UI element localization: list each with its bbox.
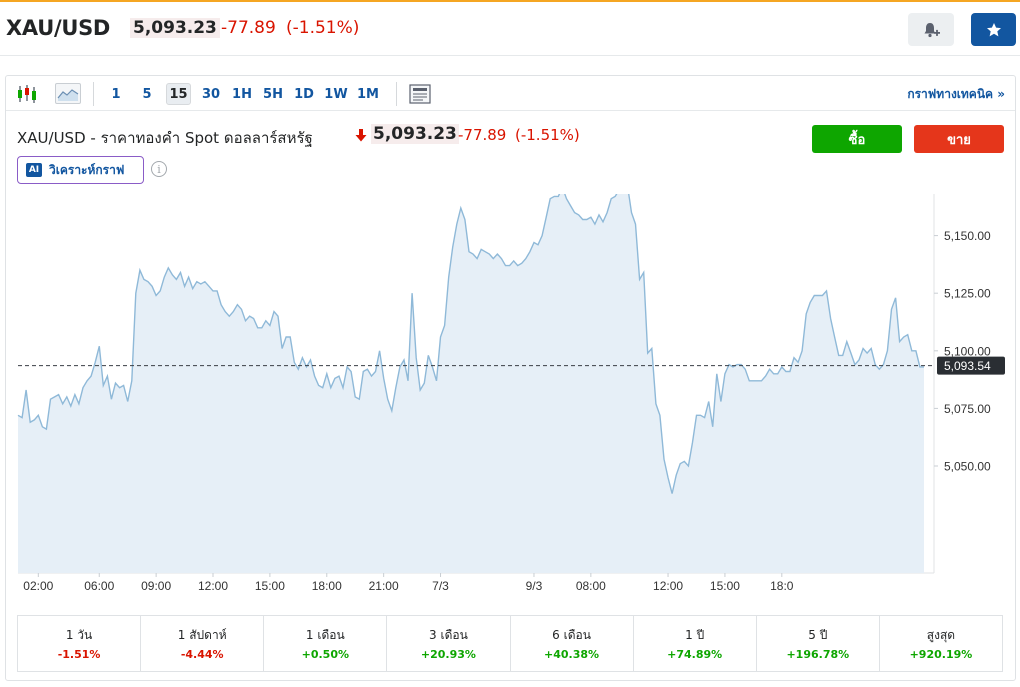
perf-value: +40.38% xyxy=(544,648,600,661)
perf-1-year[interactable]: 1 ปี +74.89% xyxy=(634,616,757,671)
timeframe-1m[interactable]: 1M xyxy=(357,86,379,102)
timeframe-5[interactable]: 5 xyxy=(142,86,152,102)
line-chart-button[interactable] xyxy=(55,83,81,104)
perf-1-day[interactable]: 1 วัน -1.51% xyxy=(18,616,142,671)
last-price: 5,093.23 xyxy=(130,18,220,38)
current-price-label: 5,093.54 xyxy=(944,359,991,373)
y-tick-label: 5,050.00 xyxy=(944,460,991,474)
perf-label: 1 สัปดาห์ xyxy=(177,628,227,642)
perf-value: +196.78% xyxy=(786,648,850,661)
y-tick-label: 5,150.00 xyxy=(944,229,991,243)
timeframe-1d[interactable]: 1D xyxy=(294,86,314,102)
x-tick-label: 06:00 xyxy=(84,579,114,593)
arrow-down-icon xyxy=(355,129,367,142)
line-chart-icon xyxy=(57,88,79,101)
price-change: -77.89 xyxy=(221,18,276,38)
price-change-percent: (-1.51%) xyxy=(286,18,360,38)
timeframe-15[interactable]: 15 xyxy=(166,83,191,105)
perf-label: 1 เดือน xyxy=(305,628,345,642)
perf-1-month[interactable]: 1 เดือน +0.50% xyxy=(264,616,388,671)
perf-label: 1 ปี xyxy=(685,628,705,642)
chart-last-price: 5,093.23 xyxy=(371,124,459,144)
instrument-header: XAU/USD 5,093.23 -77.89 (-1.51%) xyxy=(0,2,1020,56)
y-tick-label: 5,100.00 xyxy=(944,344,991,358)
chart-toolbar: 1 5 15 30 1H 5H 1D 1W 1M กราฟทางเทคนิค » xyxy=(6,76,1015,111)
perf-value: +0.50% xyxy=(301,648,349,661)
perf-value: -1.51% xyxy=(57,648,101,661)
perf-label: 6 เดือน xyxy=(552,628,591,642)
x-tick-label: 15:00 xyxy=(710,579,740,593)
perf-label: 3 เดือน xyxy=(429,628,468,642)
ai-analysis-button[interactable]: AI วิเคราะห์กราฟ xyxy=(17,156,144,184)
timeframe-5h[interactable]: 5H xyxy=(263,86,283,102)
candlestick-icon xyxy=(18,84,36,103)
perf-6-months[interactable]: 6 เดือน +40.38% xyxy=(511,616,634,671)
toolbar-divider xyxy=(93,82,94,106)
chart-card: 1 5 15 30 1H 5H 1D 1W 1M กราฟทางเทคนิค »… xyxy=(5,75,1016,681)
timeframe-1w[interactable]: 1W xyxy=(324,86,348,102)
candlestick-button[interactable] xyxy=(15,83,39,104)
perf-label: 5 ปี xyxy=(808,628,828,642)
perf-value: -4.44% xyxy=(180,648,224,661)
y-tick-label: 5,075.00 xyxy=(944,402,991,416)
top-accent-bar xyxy=(0,0,1020,2)
instrument-symbol: XAU/USD xyxy=(6,16,111,40)
chart-price-change-percent: (-1.51%) xyxy=(515,126,580,144)
toolbar-divider xyxy=(396,82,397,106)
x-tick-label: 12:00 xyxy=(653,579,683,593)
price-area xyxy=(18,194,924,573)
ai-icon: AI xyxy=(26,163,42,177)
news-icon xyxy=(409,83,431,104)
perf-value: +74.89% xyxy=(667,648,723,661)
chart-price-change: -77.89 xyxy=(458,126,507,144)
news-button[interactable] xyxy=(408,83,432,104)
perf-value: +920.19% xyxy=(909,648,973,661)
x-tick-label: 18:00 xyxy=(312,579,342,593)
price-chart[interactable]: Investing.com5,093.545,050.005,075.005,1… xyxy=(6,194,1015,599)
star-icon xyxy=(986,22,1001,36)
x-tick-label: 21:00 xyxy=(369,579,399,593)
perf-3-months[interactable]: 3 เดือน +20.93% xyxy=(387,616,511,671)
sell-button[interactable]: ขาย xyxy=(914,125,1004,153)
current-price-tag xyxy=(937,356,1005,375)
timeframe-1[interactable]: 1 xyxy=(111,86,121,102)
perf-1-week[interactable]: 1 สัปดาห์ -4.44% xyxy=(141,616,265,671)
buy-button[interactable]: ซื้อ xyxy=(812,125,902,153)
x-tick-label: 15:00 xyxy=(255,579,285,593)
add-to-watchlist-button[interactable] xyxy=(971,13,1016,46)
x-tick-label: 09:00 xyxy=(141,579,171,593)
x-tick-label: 02:00 xyxy=(23,579,53,593)
perf-value: +20.93% xyxy=(420,648,476,661)
chart-title: XAU/USD - ราคาทองคำ Spot ดอลลาร์สหรัฐ xyxy=(17,129,313,147)
x-tick-label: 9/3 xyxy=(526,579,543,593)
ai-analysis-label: วิเคราะห์กราฟ xyxy=(49,162,125,177)
perf-label: สูงสุด xyxy=(926,628,956,642)
perf-5-years[interactable]: 5 ปี +196.78% xyxy=(757,616,880,671)
timeframe-1h[interactable]: 1H xyxy=(232,86,252,102)
performance-bar: 1 วัน -1.51% 1 สัปดาห์ -4.44% 1 เดือน +0… xyxy=(17,615,1003,672)
x-tick-label: 12:00 xyxy=(198,579,228,593)
x-tick-label: 08:00 xyxy=(576,579,606,593)
info-icon[interactable]: i xyxy=(151,161,167,177)
bell-plus-icon xyxy=(924,22,940,37)
perf-label: 1 วัน xyxy=(65,628,93,642)
x-tick-label: 18:0 xyxy=(770,579,794,593)
perf-max[interactable]: สูงสุด +920.19% xyxy=(880,616,1002,671)
timeframe-30[interactable]: 30 xyxy=(201,86,221,102)
x-tick-label: 7/3 xyxy=(432,579,449,593)
y-tick-label: 5,125.00 xyxy=(944,287,991,301)
add-alert-button[interactable] xyxy=(908,13,954,46)
price-line xyxy=(17,194,924,494)
technical-chart-link[interactable]: กราฟทางเทคนิค » xyxy=(907,87,1005,101)
